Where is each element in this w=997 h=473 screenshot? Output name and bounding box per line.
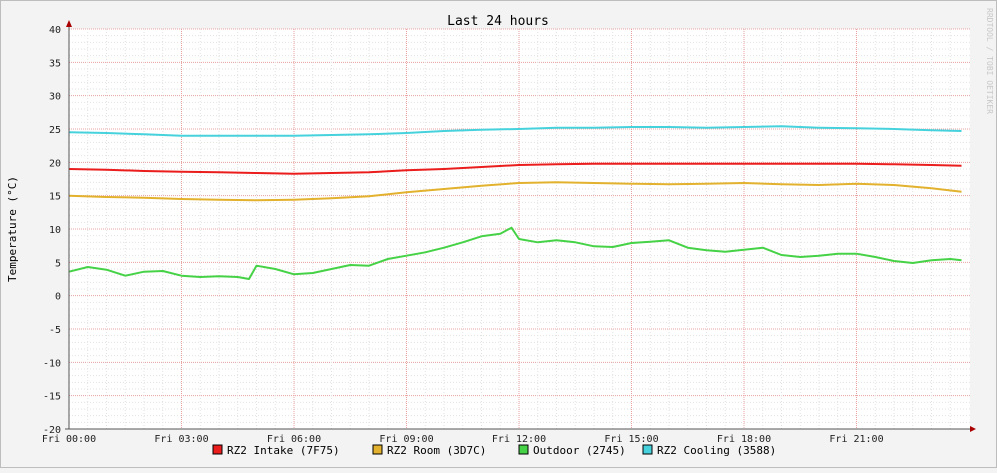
legend-swatch: [212, 444, 223, 455]
y-tick-label: -15: [43, 392, 61, 403]
series-line: [68, 226, 962, 280]
x-tick-label: Fri 18:00: [717, 434, 771, 445]
y-tick-label: 25: [49, 125, 61, 136]
x-tick-label: Fri 15:00: [604, 434, 658, 445]
series-line: [68, 181, 962, 202]
y-tick-label: 5: [55, 258, 61, 269]
x-tick-label: Fri 03:00: [154, 434, 208, 445]
x-tick-label: Fri 12:00: [492, 434, 546, 445]
y-tick-label: 30: [49, 92, 61, 103]
y-tick-label: 10: [49, 225, 61, 236]
chart-title: Last 24 hours: [447, 14, 549, 29]
legend-swatch: [642, 444, 653, 455]
watermark: RRDTOOL / TOBI OETIKER: [985, 8, 994, 114]
series-line: [68, 125, 962, 137]
x-tick-label: Fri 09:00: [379, 434, 433, 445]
y-tick-label: -5: [49, 325, 61, 336]
grid: [69, 28, 970, 429]
legend-label: RZ2 Cooling (3588): [657, 444, 776, 457]
axes: [65, 20, 976, 432]
legend-label: RZ2 Room (3D7C): [387, 444, 486, 457]
legend-swatch: [518, 444, 529, 455]
y-tick-label: 35: [49, 58, 61, 69]
y-axis-label: Temperature (°C): [6, 176, 19, 282]
y-tick-label: 0: [55, 292, 61, 303]
series-line: [68, 162, 962, 175]
y-tick-label: 15: [49, 192, 61, 203]
y-tick-label: 20: [49, 158, 61, 169]
y-tick-label: 40: [49, 25, 61, 36]
legend-label: RZ2 Intake (7F75): [227, 444, 340, 457]
y-tick-labels: 40 35 30 25 20 15 10 5 0 -5 -10 -15 -20: [43, 25, 61, 436]
x-tick-label: Fri 00:00: [42, 434, 96, 445]
x-tick-labels: Fri 00:00 Fri 03:00 Fri 06:00 Fri 09:00 Fri …: [42, 434, 884, 445]
x-tick-label: Fri 21:00: [829, 434, 883, 445]
y-tick-label: -20: [43, 425, 61, 436]
legend: RZ2 Intake (7F75) RZ2 Room (3D7C) Outdoor …: [212, 444, 776, 457]
y-tick-label: -10: [43, 358, 61, 369]
legend-label: Outdoor (2745): [533, 444, 626, 457]
legend-swatch: [372, 444, 383, 455]
y-axis-arrow: [66, 20, 72, 27]
x-axis-arrow: [970, 426, 976, 432]
series-lines: [68, 125, 962, 280]
x-tick-label: Fri 06:00: [267, 434, 321, 445]
